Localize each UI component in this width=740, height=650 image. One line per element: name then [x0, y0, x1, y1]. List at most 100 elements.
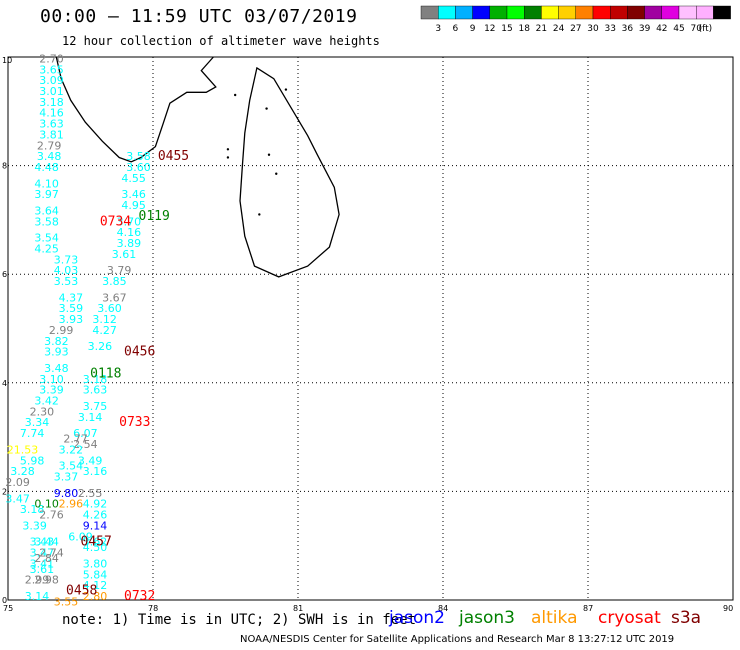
island-dot — [275, 172, 278, 175]
pass-time-label: 0457 — [81, 535, 112, 550]
colorbar-label: 45 — [673, 24, 684, 34]
colorbar-label: 6 — [453, 24, 459, 34]
wave-height-value: 3.54 — [34, 232, 59, 245]
colorbar-swatch — [575, 5, 594, 20]
y-tick-label: 0 — [2, 596, 7, 605]
colorbar-label: 15 — [501, 24, 512, 34]
colorbar-swatch — [610, 5, 628, 20]
wave-height-value: 3.61 — [112, 248, 137, 261]
wave-height-value: 2.74 — [39, 547, 64, 560]
colorbar-swatch — [472, 5, 491, 20]
wave-height-value: 2.98 — [34, 574, 59, 587]
wave-height-value: 3.14 — [78, 411, 103, 424]
colorbar-label: 3 — [435, 24, 441, 34]
pass-time-label: 0734 — [100, 214, 131, 229]
pass-time-label: 0733 — [119, 415, 150, 430]
colorbar-swatch — [524, 5, 542, 20]
chart-title: 00:00 – 11:59 UTC 03/07/2019 — [40, 6, 358, 27]
wave-height-value: 4.10 — [34, 177, 59, 190]
pass-time-label: 0458 — [66, 584, 97, 599]
wave-height-value: 3.10 — [39, 373, 64, 386]
wave-height-value: 3.70 — [117, 215, 142, 228]
colorbar-swatch — [661, 5, 680, 20]
x-tick-label: 78 — [148, 604, 158, 613]
wave-height-value: 3.79 — [107, 264, 132, 277]
pass-time-label: 0455 — [158, 149, 189, 164]
wave-height-value: 3.59 — [59, 302, 84, 315]
island-dot — [226, 148, 230, 151]
wave-height-value: 3.22 — [59, 443, 84, 456]
wave-height-value: 9.14 — [83, 519, 108, 532]
wave-height-value: 3.01 — [39, 85, 64, 98]
wave-height-value: 4.50 — [83, 541, 108, 554]
colorbar-swatch — [489, 5, 508, 20]
wave-height-value: 3.55 — [54, 595, 79, 608]
colorbar-swatch — [592, 5, 611, 20]
wave-height-value: 3.75 — [83, 400, 108, 413]
wave-height-value: 3.97 — [34, 188, 59, 201]
wave-height-value: 3.37 — [54, 471, 79, 484]
colorbar-swatch — [644, 5, 662, 20]
colorbar-label: (ft) — [699, 24, 713, 34]
wave-height-value: 4.16 — [117, 226, 142, 239]
pass-time-label: 0732 — [124, 589, 155, 604]
wave-height-value: 4.37 — [59, 291, 84, 304]
wave-height-value: 2.96 — [59, 498, 84, 511]
island-dot — [265, 107, 268, 110]
india-coastline — [55, 56, 217, 163]
wave-height-value: 3.39 — [39, 384, 64, 397]
wave-height-value: 3.53 — [54, 275, 79, 288]
wave-height-value: 2.54 — [73, 438, 98, 451]
island-dot — [267, 153, 271, 156]
colorbar-label: 36 — [622, 24, 634, 34]
pass-time-label: 0456 — [124, 345, 155, 360]
wave-height-value: 3.46 — [121, 188, 146, 201]
wave-height-value: 2.99 — [25, 574, 50, 587]
wave-height-value: 3.18 — [39, 96, 64, 109]
wave-height-value: 3.93 — [44, 346, 69, 359]
island-dot — [258, 213, 261, 216]
colorbar-swatch — [713, 5, 731, 20]
wave-height-value: 3.58 — [34, 215, 59, 228]
y-tick-label: 8 — [2, 162, 7, 171]
colorbar-swatch — [696, 5, 714, 20]
wave-height-value: 6.07 — [73, 427, 98, 440]
wave-height-value: 3.18 — [83, 373, 108, 386]
wave-height-value: 4.92 — [83, 498, 108, 511]
wave-height-value: 3.64 — [34, 204, 59, 217]
colorbar-label: 39 — [639, 24, 651, 34]
wave-height-value: 2.30 — [30, 405, 55, 418]
plot-frame — [7, 56, 734, 601]
wave-height-value: 3.43 — [30, 536, 55, 549]
wave-height-value: 3.82 — [44, 335, 69, 348]
wave-height-value: 6.09 — [68, 530, 93, 543]
wave-height-value: 3.47 — [5, 492, 30, 505]
footer-note: note: 1) Time is in UTC; 2) SWH is in fe… — [62, 612, 417, 628]
legend-s3a: s3a — [671, 608, 702, 628]
wave-height-value: 3.44 — [34, 536, 59, 549]
wave-height-value: 2.76 — [39, 509, 64, 522]
x-tick-label: 75 — [3, 604, 13, 613]
wave-height-value: 9.80 — [54, 487, 79, 500]
colorbar-label: 24 — [553, 24, 565, 34]
wave-height-value: 3.39 — [22, 519, 47, 532]
wave-height-value: 3.63 — [83, 384, 108, 397]
wave-height-value: 2.55 — [78, 487, 103, 500]
wave-height-value: 4.16 — [39, 107, 64, 120]
colorbar-label: 18 — [518, 24, 530, 34]
wave-height-value: 2.99 — [49, 324, 74, 337]
colorbar-swatch — [558, 5, 576, 20]
wave-height-value: 3.12 — [92, 313, 117, 326]
wave-height-value: 3.54 — [59, 460, 84, 473]
wave-height-value: 3.16 — [83, 465, 108, 478]
wave-height-value: 3.48 — [44, 362, 69, 375]
footer-credit: NOAA/NESDIS Center for Satellite Applica… — [240, 634, 675, 645]
wave-height-value: 4.25 — [34, 242, 59, 255]
wave-height-value: 3.41 — [30, 557, 55, 570]
wave-height-value: 3.80 — [83, 557, 108, 570]
legend-jason2: jason2 — [389, 608, 445, 628]
colorbar-label: 33 — [604, 24, 615, 34]
colorbar-swatch — [455, 5, 473, 20]
wave-height-value: 3.14 — [25, 590, 50, 603]
y-tick-label: 10 — [2, 56, 12, 65]
